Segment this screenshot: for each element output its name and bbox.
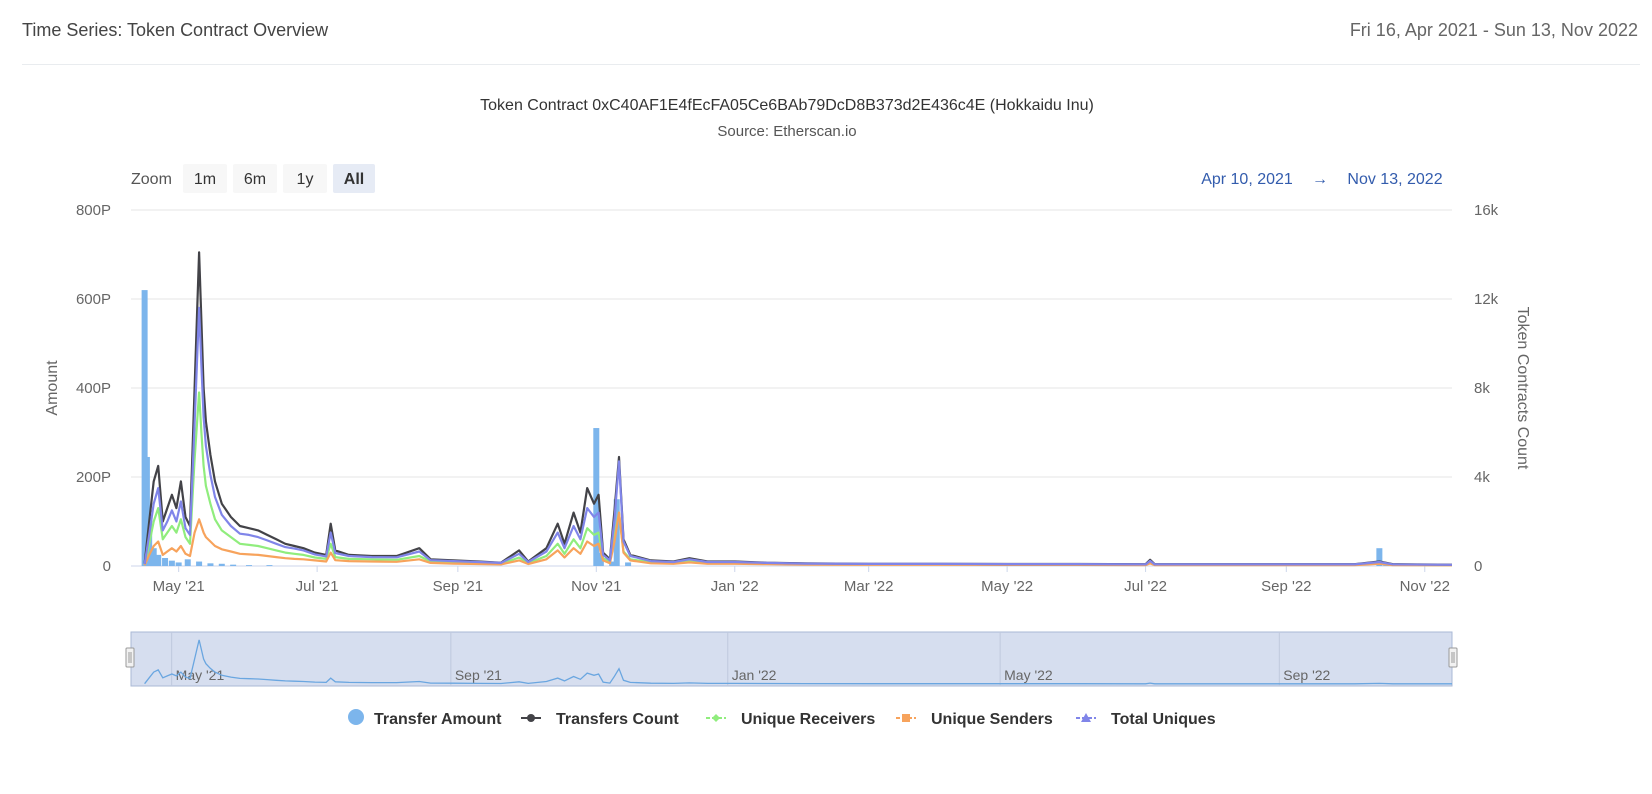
legend-item-unique-receivers[interactable]: Unique Receivers — [706, 711, 875, 728]
bar-transfer-amount[interactable] — [196, 561, 203, 566]
legend-item-transfer-amount[interactable]: Transfer Amount — [348, 709, 502, 728]
bar-transfer-amount[interactable] — [246, 565, 253, 566]
grid-lines — [131, 209, 1452, 567]
chart-subtitle: Source: Etherscan.io — [717, 123, 856, 140]
y-left-tick-label: 0 — [103, 558, 111, 575]
zoom-button-bg-1y[interactable] — [283, 164, 327, 193]
x-tick-label: May '22 — [981, 578, 1033, 595]
navigator-tick-label: Sep '21 — [455, 667, 502, 683]
zoom-label: Zoom — [131, 171, 172, 188]
legend-symbol-marker — [1081, 713, 1091, 722]
panel-divider — [22, 64, 1640, 65]
navigator-handle-left[interactable] — [125, 647, 135, 668]
bar-transfer-amount[interactable] — [597, 552, 604, 566]
zoom-button-6m[interactable]: 6m — [244, 171, 266, 188]
bar-transfer-amount[interactable] — [143, 456, 150, 566]
y-left-tick-label: 800P — [76, 202, 111, 219]
y-axis-left-title: Amount — [44, 360, 61, 416]
legend-symbol-marker — [527, 714, 535, 722]
bar-transfer-amount[interactable] — [162, 557, 169, 566]
navigator-tick-label: Sep '22 — [1283, 667, 1330, 683]
y-axis-right: 0 4k 8k 12k 16k — [1474, 202, 1499, 575]
x-tick-label: May '21 — [153, 578, 205, 595]
zoom-button-All[interactable]: All — [344, 171, 364, 188]
panel-title: Time Series: Token Contract Overview — [22, 20, 329, 40]
range-arrow: → — [1312, 171, 1328, 188]
legend-symbol-circle — [348, 709, 364, 725]
bar-transfer-amount[interactable] — [609, 561, 616, 566]
legend-label-unique-receivers[interactable]: Unique Receivers — [741, 711, 875, 728]
navigator-tick-label: Jan '22 — [732, 667, 777, 683]
y-right-tick-label: 4k — [1474, 469, 1490, 486]
zoom-button-1m[interactable]: 1m — [194, 171, 216, 188]
series-line-unique-receivers[interactable] — [143, 391, 1453, 567]
x-tick-label: Sep '21 — [433, 578, 483, 595]
navigator-handle-body[interactable] — [125, 647, 135, 668]
navigator-tick-label: May '21 — [176, 667, 225, 683]
legend-label-transfer-amount[interactable]: Transfer Amount — [374, 711, 502, 728]
bar-transfer-amount[interactable] — [230, 564, 237, 566]
zoom-button-bg-6m[interactable] — [233, 164, 277, 193]
bar-transfer-amount[interactable] — [155, 554, 162, 566]
navigator-tick-label: May '22 — [1004, 667, 1053, 683]
x-tick-label: Nov '21 — [571, 578, 621, 595]
range-to-input[interactable]: Nov 13, 2022 — [1347, 171, 1442, 188]
bar-transfer-amount[interactable] — [1376, 548, 1383, 566]
x-tick-label: Sep '22 — [1261, 578, 1311, 595]
navigator-series-line — [144, 639, 1452, 685]
bar-transfer-amount[interactable] — [168, 560, 175, 566]
legend-item-transfers-count[interactable]: Transfers Count — [521, 711, 679, 728]
navigator-handle-right[interactable] — [1448, 647, 1458, 668]
navigator-selected-range[interactable] — [130, 631, 1453, 687]
bar-transfer-amount[interactable] — [266, 565, 273, 566]
legend-item-total-uniques[interactable]: Total Uniques — [1076, 711, 1216, 728]
y-left-tick-label: 600P — [76, 291, 111, 308]
navigator[interactable]: May '21 Sep '21 Jan '22 May '22 Sep '22 — [125, 631, 1458, 687]
legend-label-transfers-count[interactable]: Transfers Count — [556, 711, 679, 728]
x-tick-label: Jan '22 — [711, 578, 759, 595]
legend-label-unique-senders[interactable]: Unique Senders — [931, 711, 1053, 728]
chart-title: Token Contract 0xC40AF1E4fEcFA05Ce6BAb79… — [480, 97, 1094, 114]
panel-date-range: Fri 16, Apr 2021 - Sun 13, Nov 2022 — [1349, 20, 1638, 40]
y-right-tick-label: 0 — [1474, 558, 1482, 575]
bar-transfer-amount[interactable] — [218, 563, 225, 566]
legend-label-total-uniques[interactable]: Total Uniques — [1111, 711, 1216, 728]
y-right-tick-label: 12k — [1474, 291, 1499, 308]
x-tick-label: Mar '22 — [844, 578, 894, 595]
navigator-handle-body[interactable] — [1448, 647, 1458, 668]
bar-transfer-amount[interactable] — [207, 563, 214, 566]
zoom-button-1y[interactable]: 1y — [297, 171, 314, 188]
x-axis: May '21 Jul '21 Sep '21 Nov '21 Jan '22 Mar '… — [153, 566, 1450, 595]
y-right-tick-label: 8k — [1474, 380, 1490, 397]
zoom-button-bg-1m[interactable] — [183, 164, 227, 193]
plot-area[interactable] — [141, 251, 1453, 567]
bar-transfer-amount[interactable] — [175, 562, 182, 566]
x-tick-label: Nov '22 — [1400, 578, 1450, 595]
bar-transfer-amount[interactable] — [141, 290, 148, 566]
x-tick-label: Jul '21 — [296, 578, 339, 595]
legend-symbol-marker — [902, 714, 910, 722]
zoom-button-bg-All[interactable] — [333, 164, 375, 193]
y-right-tick-label: 16k — [1474, 202, 1499, 219]
bar-transfer-amount[interactable] — [625, 562, 632, 566]
legend-symbol-marker — [712, 714, 720, 722]
range-from-input[interactable]: Apr 10, 2021 — [1201, 171, 1293, 188]
y-left-tick-label: 400P — [76, 380, 111, 397]
series-line-total-uniques[interactable] — [143, 306, 1453, 566]
range-selector: Apr 10, 2021 → Nov 13, 2022 — [1201, 171, 1443, 188]
y-axis-left: 0 200P 400P 600P 800P — [76, 202, 111, 575]
legend-item-unique-senders[interactable]: Unique Senders — [896, 711, 1053, 728]
bar-transfer-amount[interactable] — [184, 559, 191, 566]
zoom-buttons: 1m 6m 1y All — [183, 164, 375, 193]
x-tick-label: Jul '22 — [1124, 578, 1167, 595]
legend: Transfer Amount Transfers Count Unique Rec… — [348, 709, 1216, 728]
bar-transfer-amount[interactable] — [150, 548, 157, 566]
y-axis-right-title: Token Contracts Count — [1514, 307, 1531, 470]
y-left-tick-label: 200P — [76, 469, 111, 486]
